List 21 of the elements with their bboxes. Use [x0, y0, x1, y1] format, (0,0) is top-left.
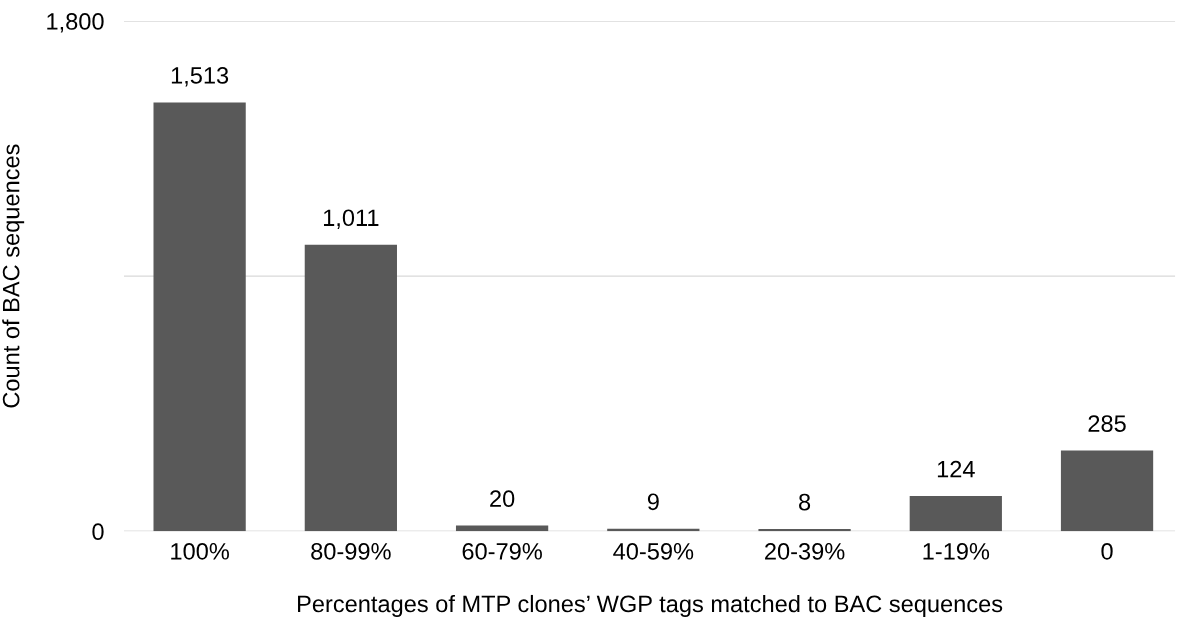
x-tick-label: 20-39%	[765, 542, 845, 560]
y-tick-label: 1,800	[47, 13, 104, 33]
data-label: 9	[647, 493, 659, 511]
data-label: 124	[937, 460, 975, 478]
y-axis-title: Count of BAC sequences	[2, 144, 25, 408]
data-label: 20	[490, 490, 515, 508]
data-label: 1,513	[171, 67, 229, 87]
bar	[304, 244, 397, 532]
data-label: 8	[799, 493, 811, 511]
x-axis-title: Percentages of MTP clones’ WGP tags matched to BAC sequences	[298, 594, 1003, 617]
bar	[153, 102, 246, 532]
x-tick-label: 40-59%	[613, 542, 694, 560]
x-tick-label: 0	[1101, 542, 1113, 560]
x-tick-label: 60-79%	[462, 542, 542, 560]
x-tick-label: 1-19%	[923, 542, 990, 560]
data-label: 285	[1088, 415, 1126, 432]
x-tick-label: 80-99%	[311, 542, 391, 560]
bar	[909, 496, 1002, 532]
bar	[1060, 450, 1154, 532]
x-tick-label: 100%	[171, 542, 229, 560]
data-label: 1,011	[323, 209, 379, 229]
